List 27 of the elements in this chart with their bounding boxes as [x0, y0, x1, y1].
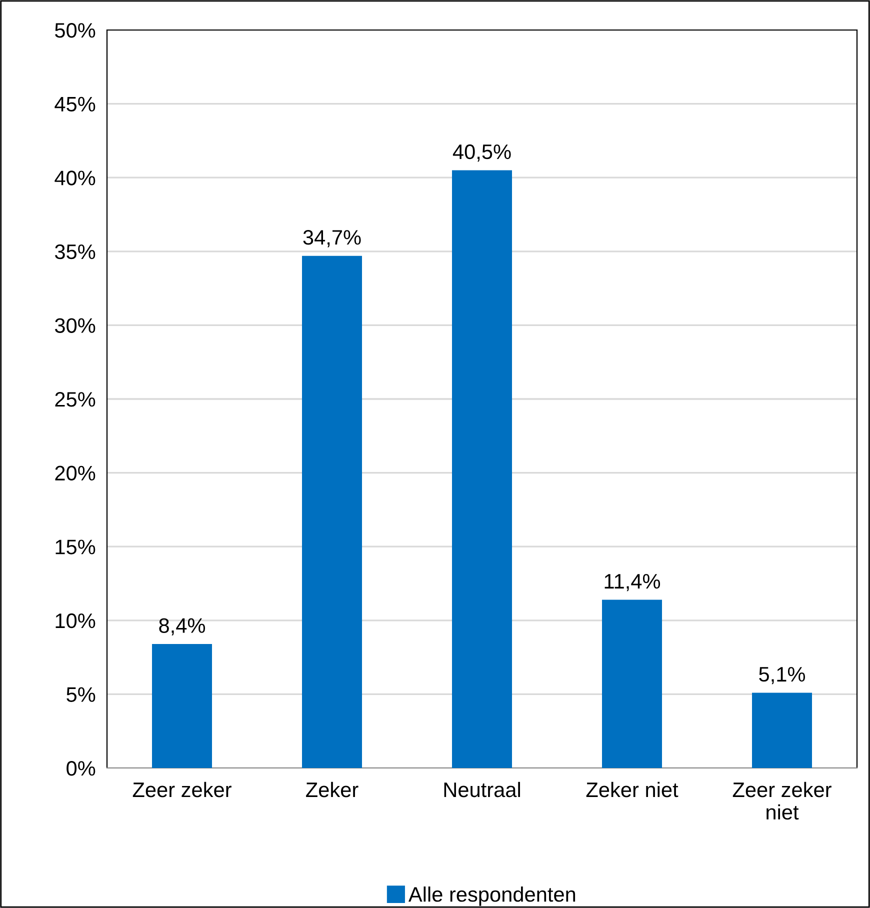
- y-tick-label: 50%: [55, 23, 96, 38]
- y-tick-label: 25%: [55, 392, 96, 407]
- bar: [752, 692, 812, 768]
- data-label: 11,4%: [604, 574, 660, 592]
- y-tick-label: 0%: [66, 761, 96, 776]
- bar: [302, 256, 362, 768]
- y-tick-label: 10%: [56, 613, 96, 628]
- data-label: 5,1%: [759, 667, 806, 684]
- data-label: 8,4%: [159, 618, 206, 636]
- data-label: 40,5%: [452, 144, 511, 162]
- y-tick-label: 45%: [54, 96, 96, 112]
- y-tick-label: 20%: [55, 466, 96, 481]
- legend-label: Alle respondenten: [408, 886, 576, 906]
- x-tick-label: Zeer zeker: [132, 782, 232, 798]
- y-tick-label: 30%: [54, 318, 96, 333]
- x-tick-label: Zeker: [306, 782, 358, 798]
- y-tick-label: 5%: [66, 687, 96, 702]
- data-label: 34,7%: [303, 230, 361, 248]
- bar: [452, 170, 512, 768]
- y-tick-label: 15%: [56, 540, 96, 554]
- x-tick-label: Neutraal: [444, 782, 520, 798]
- x-tick-label: Zeer zeker niet: [732, 782, 832, 820]
- y-tick-label: 35%: [54, 244, 96, 260]
- bar: [602, 600, 662, 768]
- x-tick-label: Zeker niet: [586, 782, 678, 798]
- bar: [152, 644, 212, 768]
- y-tick-label: 40%: [54, 170, 96, 186]
